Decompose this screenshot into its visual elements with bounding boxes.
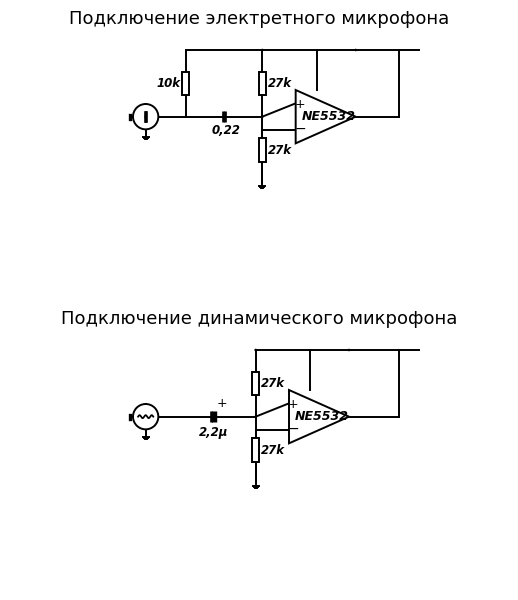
Circle shape — [145, 116, 146, 117]
Text: 10k: 10k — [156, 77, 180, 90]
Text: +: + — [295, 98, 305, 111]
Text: −: − — [287, 422, 299, 436]
Text: 27k: 27k — [268, 77, 292, 90]
Bar — [182, 71, 190, 95]
Text: NE5532: NE5532 — [295, 410, 349, 423]
Circle shape — [255, 416, 256, 417]
Circle shape — [133, 404, 159, 430]
Bar — [252, 439, 260, 461]
Text: 0,22: 0,22 — [211, 124, 240, 137]
Text: 27k: 27k — [261, 443, 285, 457]
Text: NE5532: NE5532 — [301, 110, 356, 123]
Text: 27k: 27k — [268, 143, 292, 157]
Text: 27k: 27k — [261, 377, 285, 390]
Circle shape — [133, 104, 159, 130]
Circle shape — [262, 49, 263, 50]
Circle shape — [355, 49, 356, 50]
Text: +: + — [288, 398, 299, 411]
Circle shape — [349, 349, 350, 350]
Circle shape — [262, 116, 263, 117]
Bar — [252, 371, 260, 395]
Text: −: − — [294, 122, 306, 136]
Text: 2,2μ: 2,2μ — [199, 426, 228, 439]
Bar — [258, 139, 266, 161]
Circle shape — [255, 349, 256, 350]
Polygon shape — [296, 90, 356, 143]
Text: Подключение динамического микрофона: Подключение динамического микрофона — [61, 310, 457, 328]
Bar — [258, 71, 266, 95]
Text: Подключение электретного микрофона: Подключение электретного микрофона — [69, 10, 449, 28]
Polygon shape — [289, 390, 349, 443]
Text: +: + — [217, 397, 227, 410]
